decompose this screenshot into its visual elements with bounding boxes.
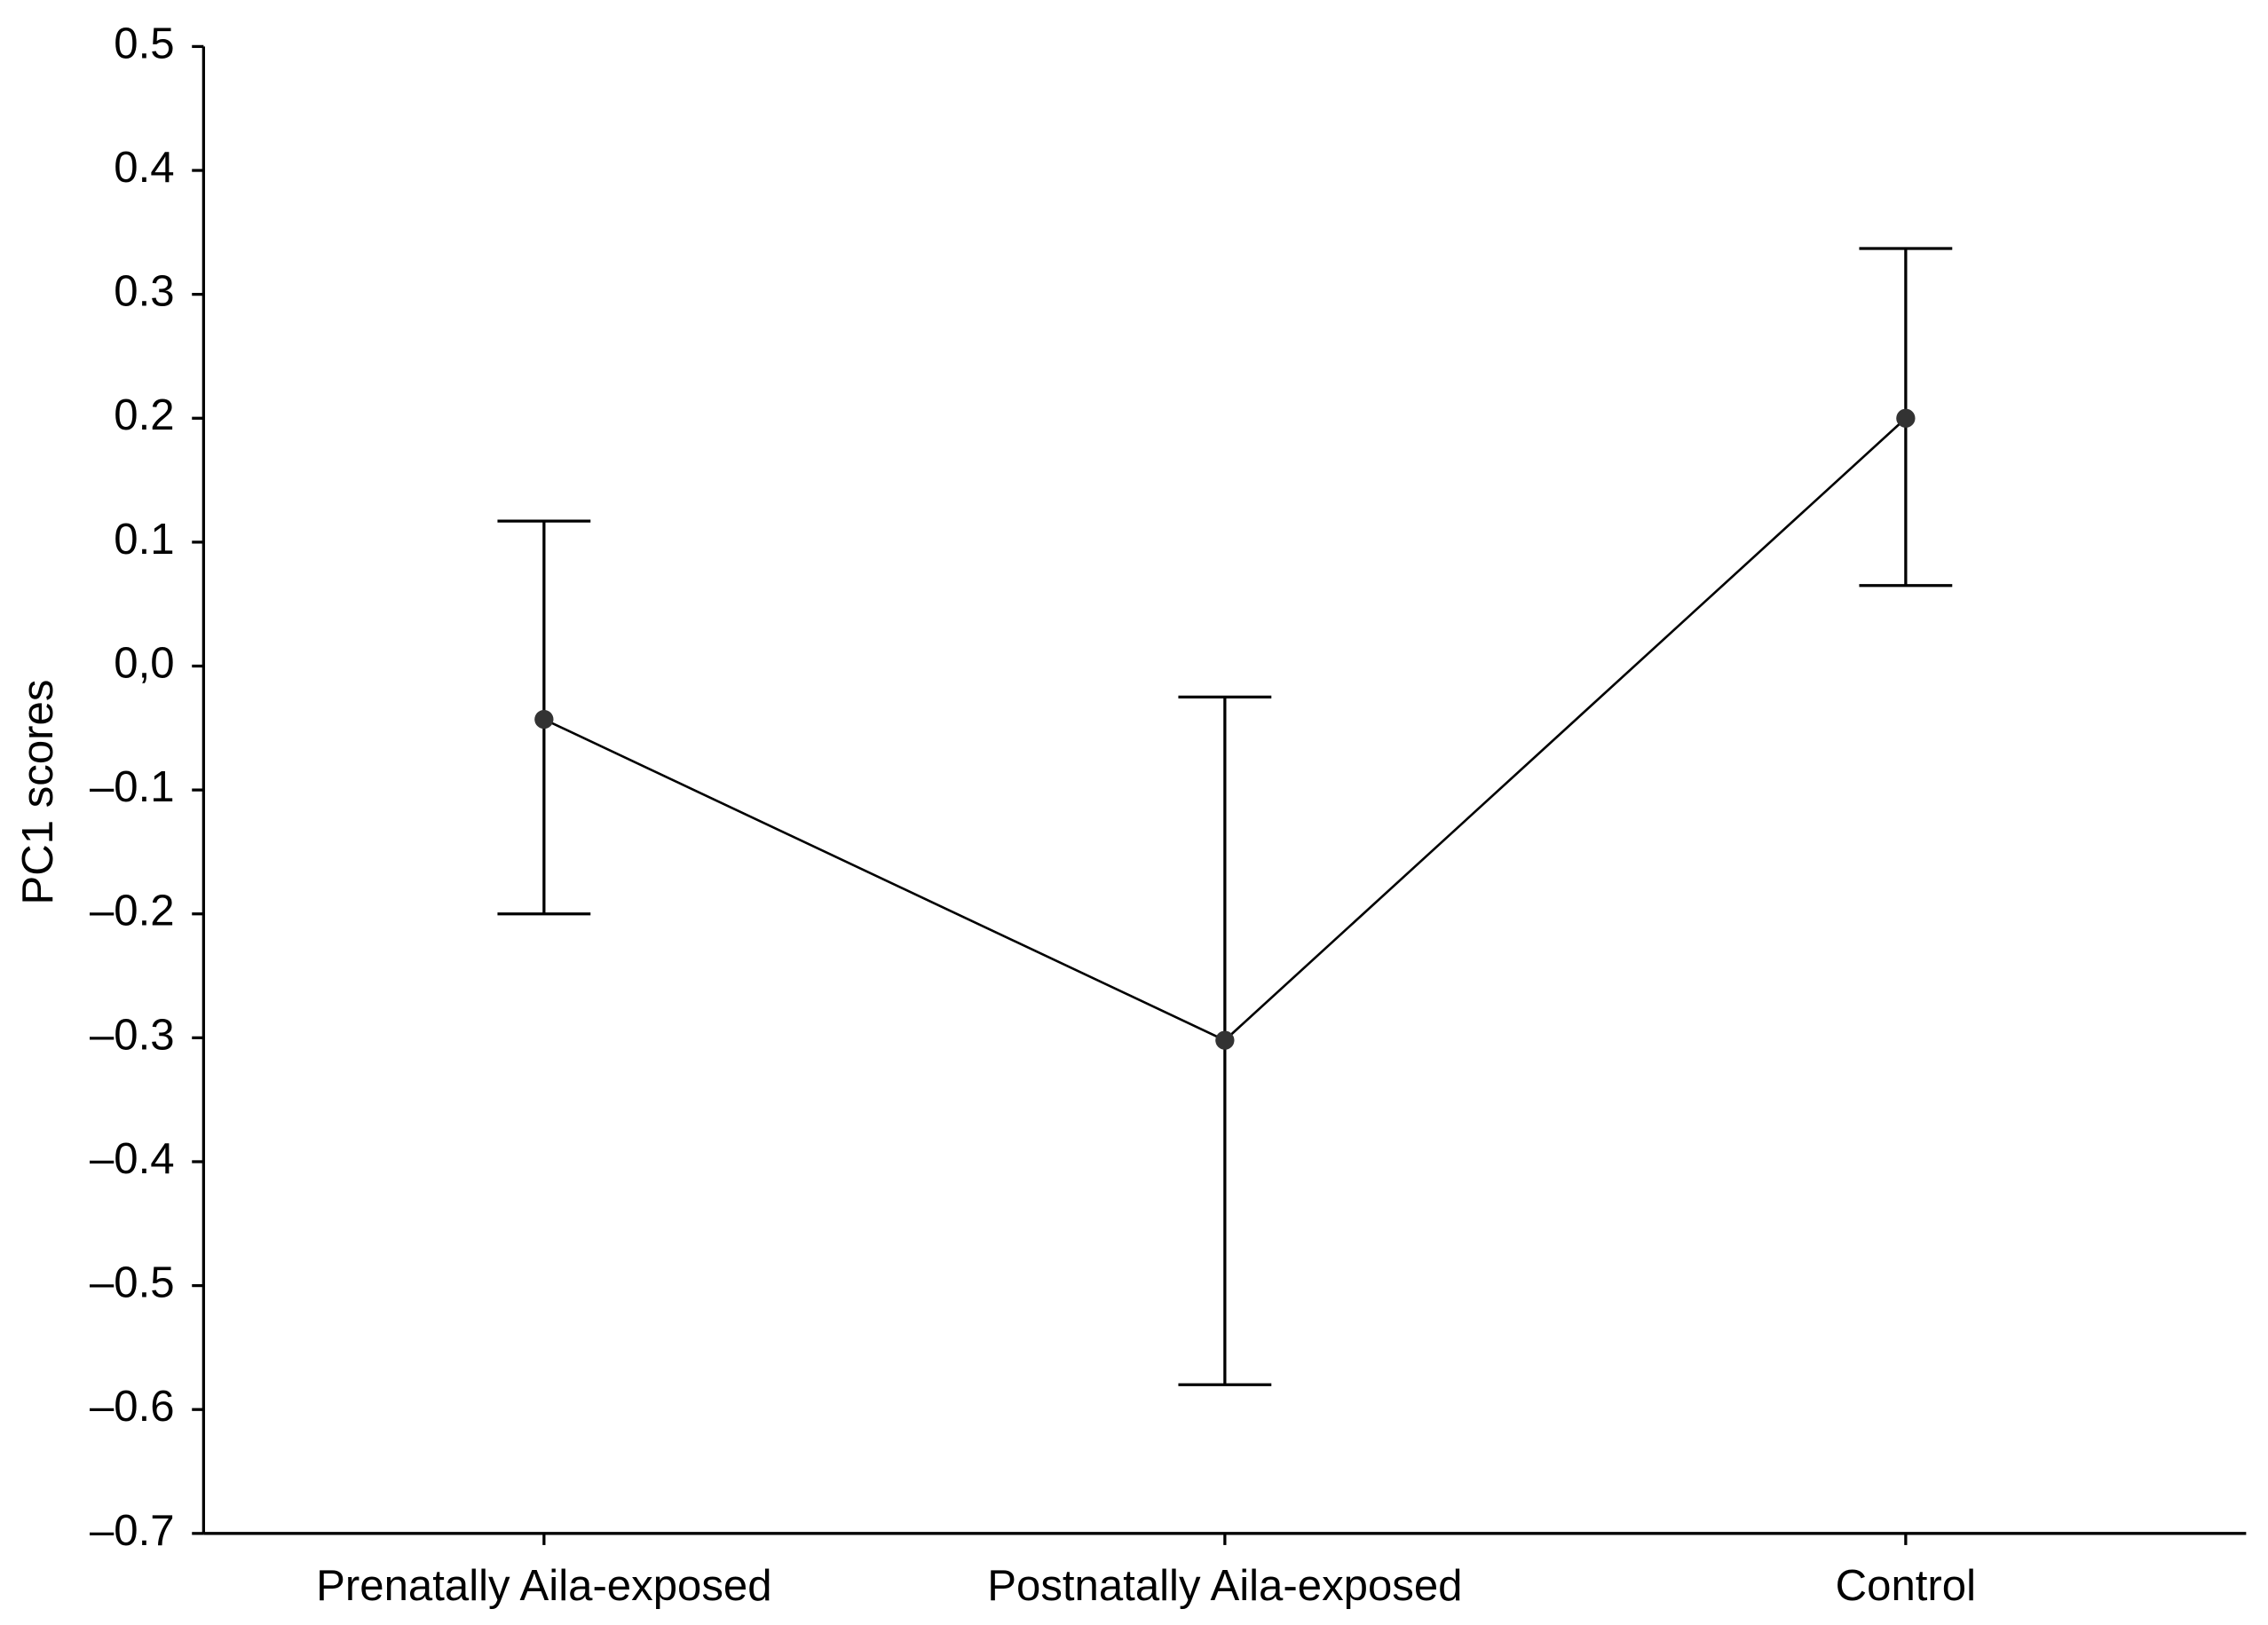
y-tick-label: –0.4 <box>90 1135 175 1183</box>
x-tick-label: Prenatally Aila-exposed <box>316 1562 771 1610</box>
y-tick-label: 0,0 <box>114 639 174 687</box>
y-tick-label: 0.5 <box>114 20 174 67</box>
point <box>1215 1030 1235 1050</box>
y-tick-label: –0.2 <box>90 887 175 935</box>
y-tick-label: 0.1 <box>114 516 174 564</box>
x-tick-label: Postnatally Aila-exposed <box>987 1562 1462 1610</box>
y-tick-label: 0.4 <box>114 144 174 192</box>
point <box>534 709 554 730</box>
x-tick-label: Control <box>1836 1562 1976 1610</box>
point <box>1896 408 1916 428</box>
y-tick-label: –0.6 <box>90 1383 175 1431</box>
y-tick-label: –0.7 <box>90 1507 175 1555</box>
y-tick-label: –0.3 <box>90 1011 175 1059</box>
y-tick-label: –0.1 <box>90 763 175 811</box>
y-tick-label: 0.3 <box>114 268 174 316</box>
y-axis-label: PC1 scores <box>14 680 62 905</box>
y-tick-label: 0.2 <box>114 391 174 439</box>
y-tick-label: –0.5 <box>90 1259 175 1307</box>
